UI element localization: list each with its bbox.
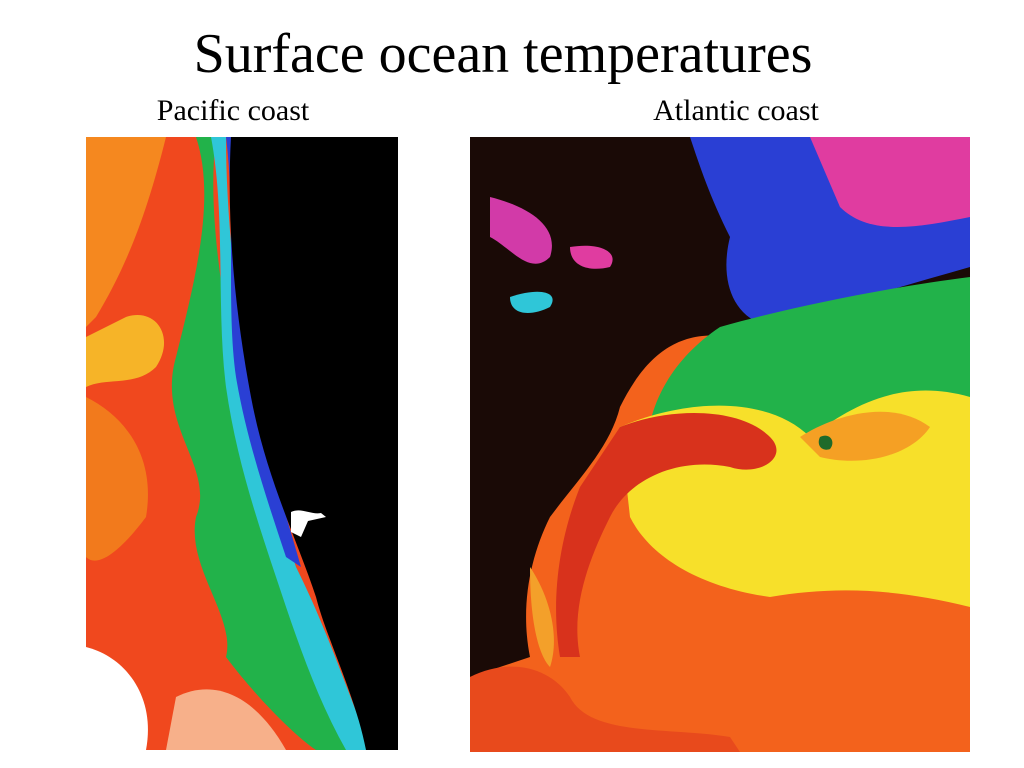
atlantic-image — [470, 137, 970, 752]
caption: Atlantic coast — [653, 94, 819, 127]
caption: Pacific coast — [156, 94, 310, 127]
slide-title: Surface ocean temperatures — [193, 23, 813, 85]
pacific-image — [86, 137, 398, 750]
